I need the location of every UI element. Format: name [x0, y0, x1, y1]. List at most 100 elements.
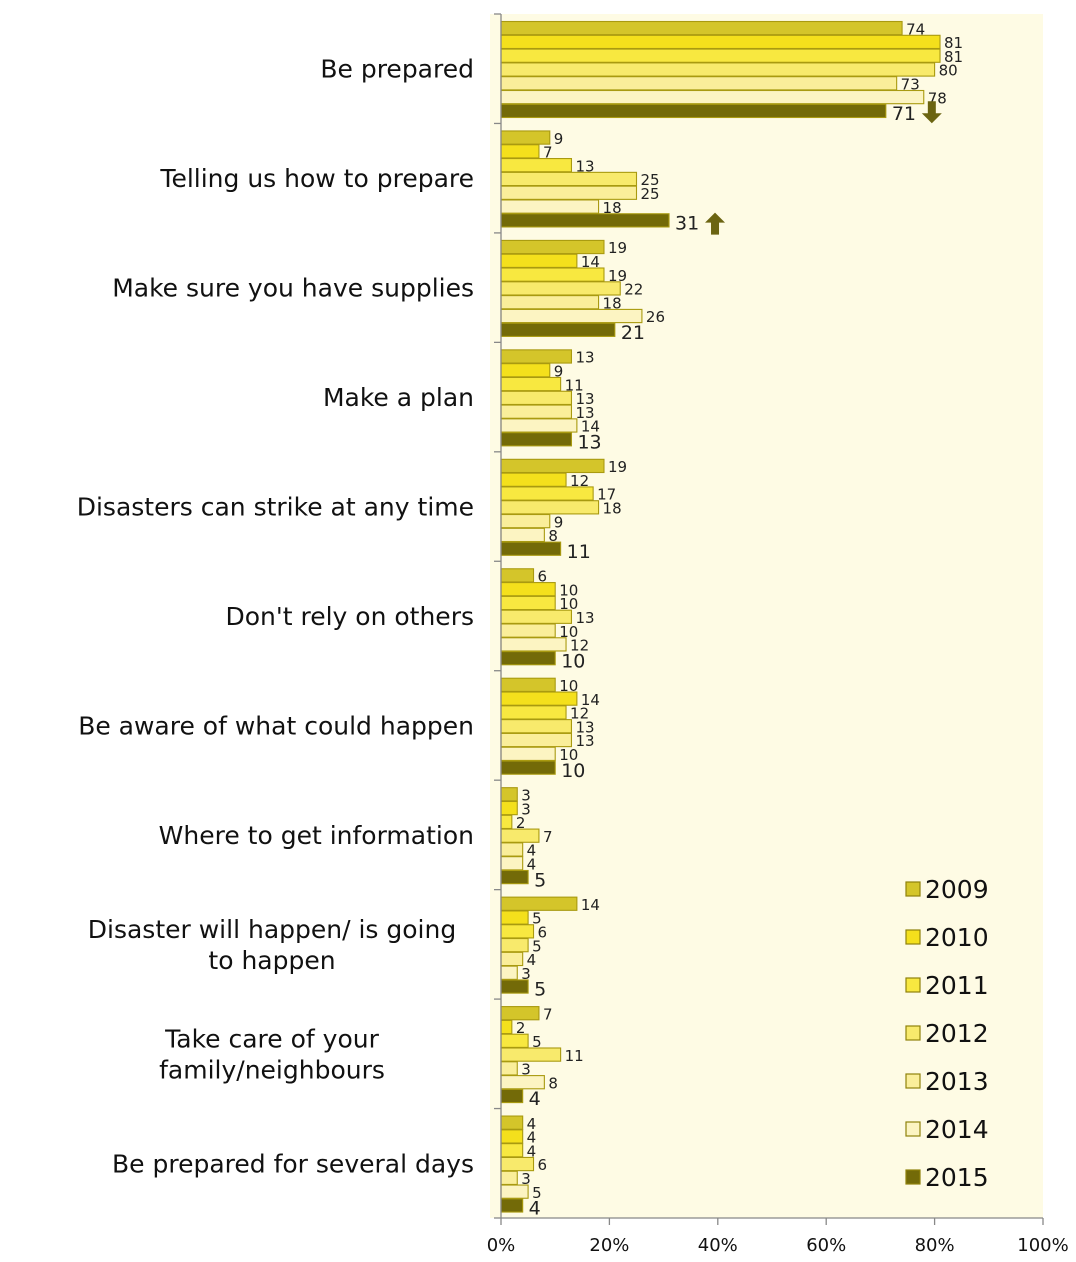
data-label: 21 — [621, 322, 645, 344]
category-labels: Be prepared Telling us how to prepare Make… — [77, 55, 474, 1179]
data-label: 74 — [906, 20, 925, 38]
data-label: 3 — [521, 800, 531, 818]
value-labels: 7481818073787197132525183119141922182621… — [516, 20, 963, 1219]
bar-2013 — [500, 295, 600, 310]
data-label: 14 — [581, 253, 600, 271]
bar-2010 — [500, 800, 518, 816]
bar-2009 — [500, 896, 578, 911]
bar-2013 — [500, 1061, 518, 1076]
data-label: 14 — [581, 691, 600, 709]
bar-2015 — [500, 1088, 524, 1104]
bar-2015 — [500, 869, 529, 885]
bar-2009 — [500, 458, 605, 474]
data-label: 12 — [570, 472, 589, 490]
data-label: 25 — [641, 171, 660, 189]
bar-2013 — [500, 951, 524, 967]
data-label: 11 — [565, 376, 584, 394]
bar-2012 — [500, 171, 638, 187]
category-label: Be prepared — [320, 55, 474, 84]
legend: 2009 2010 2011 2012 2013 2014 2015 — [905, 875, 989, 1192]
data-label: 19 — [608, 267, 627, 285]
bar-2009 — [500, 677, 556, 692]
data-label: 4 — [527, 1142, 537, 1160]
bar-2012 — [500, 390, 573, 406]
bar-2011 — [500, 158, 573, 173]
bar-2015 — [500, 432, 573, 447]
data-label: 13 — [575, 349, 594, 367]
data-label: 6 — [538, 1156, 548, 1174]
data-label: 13 — [575, 157, 594, 175]
category-label: Don't rely on others — [225, 602, 474, 631]
data-label: 3 — [521, 965, 531, 983]
data-label: 14 — [581, 418, 600, 436]
category-label: Telling us how to prepare — [159, 164, 474, 193]
bar-2009 — [500, 349, 573, 364]
bar-2015 — [500, 1198, 524, 1213]
data-label: 5 — [534, 869, 546, 891]
x-tick-label: 80% — [915, 1235, 955, 1256]
data-label: 7 — [543, 1005, 553, 1023]
legend-item: 2009 — [905, 875, 989, 904]
bar-2012 — [500, 62, 936, 77]
legend-swatch — [905, 929, 921, 945]
axes: 0% 20% 40% 60% 80% 100% — [487, 13, 1069, 1256]
data-label: 9 — [554, 513, 564, 531]
data-label: 3 — [521, 786, 531, 804]
bar-2014 — [500, 637, 567, 652]
bar-2010 — [500, 1019, 513, 1035]
legend-swatch — [905, 1121, 921, 1137]
bar-2013 — [500, 513, 551, 529]
x-tick-label: 20% — [589, 1235, 629, 1256]
bar-2009 — [500, 568, 535, 583]
legend-label: 2009 — [925, 875, 989, 904]
data-label: 31 — [675, 213, 699, 235]
data-label: 8 — [548, 527, 558, 545]
data-label: 13 — [575, 718, 594, 736]
bar-2012 — [500, 937, 529, 953]
legend-label: 2013 — [925, 1067, 989, 1096]
bar-2010 — [500, 144, 540, 159]
data-label: 3 — [521, 1170, 531, 1188]
data-label: 25 — [641, 185, 660, 203]
bar-2012 — [500, 281, 621, 296]
category-label: Take care of your — [164, 1024, 379, 1053]
bar-2013 — [500, 76, 898, 91]
bar-2014 — [500, 965, 518, 980]
data-label: 9 — [554, 362, 564, 380]
bar-2013 — [500, 842, 524, 857]
data-label: 4 — [529, 1088, 541, 1110]
bar-2014 — [500, 89, 925, 105]
bar-2010 — [500, 910, 529, 925]
bar-2015 — [500, 103, 887, 119]
legend-label: 2010 — [925, 923, 989, 952]
bar-2011 — [500, 924, 535, 939]
data-label: 18 — [603, 500, 622, 518]
data-label: 13 — [575, 404, 594, 422]
data-label: 13 — [575, 390, 594, 408]
bar-2011 — [500, 48, 941, 63]
data-label: 11 — [567, 541, 591, 563]
category-label: family/neighbours — [159, 1055, 385, 1084]
bar-2015 — [500, 651, 556, 666]
up-arrow-icon — [705, 212, 726, 235]
data-label: 80 — [939, 62, 958, 80]
bar-2011 — [500, 705, 567, 720]
bar-2010 — [500, 363, 551, 378]
data-label: 4 — [527, 1129, 537, 1147]
bar-2009 — [500, 1006, 540, 1021]
data-label: 6 — [538, 924, 548, 942]
bar-2011 — [500, 595, 556, 611]
data-label: 10 — [559, 623, 578, 641]
bar-2015 — [500, 213, 670, 228]
down-arrow-icon — [921, 101, 942, 124]
legend-swatch — [905, 1073, 921, 1089]
bar-2014 — [500, 856, 524, 871]
category-label: Make a plan — [323, 383, 474, 412]
bar-2010 — [500, 1129, 524, 1144]
data-label: 6 — [538, 568, 548, 586]
data-label: 4 — [527, 842, 537, 860]
legend-item: 2014 — [905, 1115, 989, 1144]
data-label: 17 — [597, 486, 616, 504]
data-label: 81 — [944, 48, 963, 66]
